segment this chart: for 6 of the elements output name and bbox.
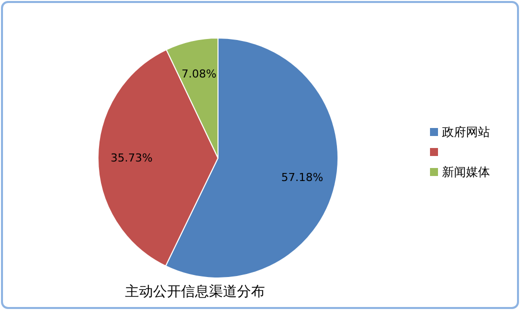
legend-label: 政府网站 <box>442 125 490 140</box>
text: 主动公开信息渠道分布 <box>125 284 265 300</box>
legend-label: 新闻媒体 <box>442 165 490 180</box>
data-label: 57.18% <box>281 171 324 184</box>
data-label: 7.08% <box>181 68 216 81</box>
data-label: 35.73% <box>110 152 153 165</box>
